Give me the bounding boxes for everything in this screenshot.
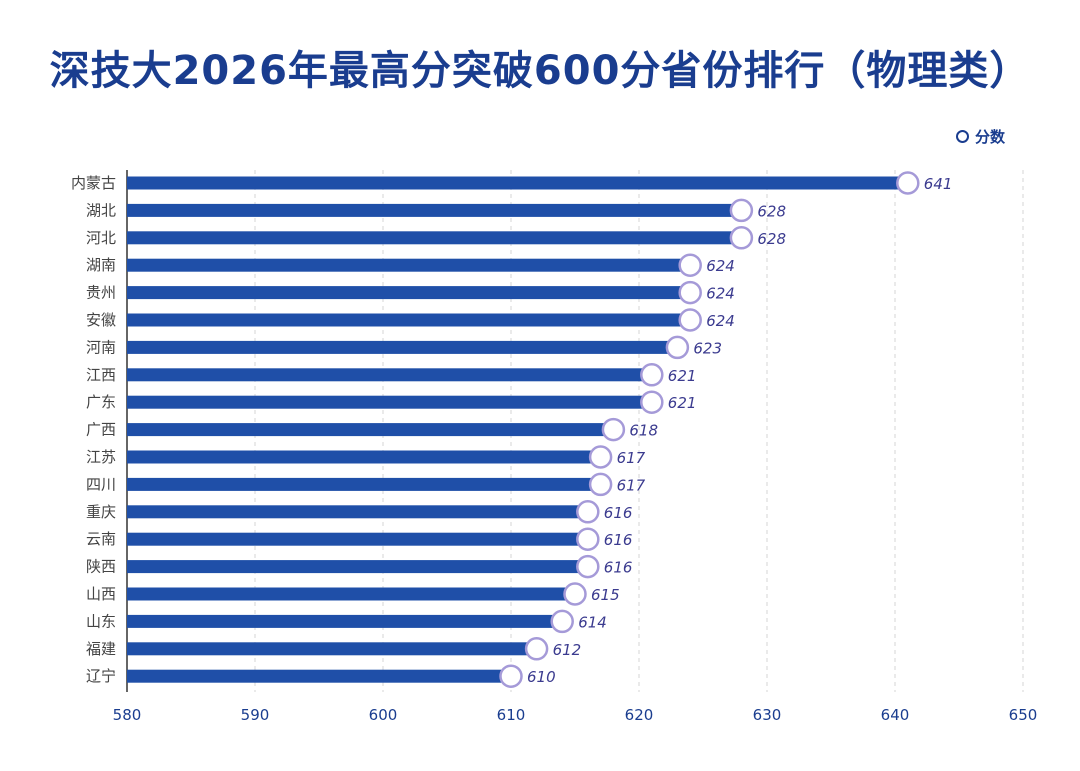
x-tick-label: 600: [369, 706, 398, 724]
x-tick-label: 580: [113, 706, 142, 724]
bar: [127, 477, 601, 491]
value-marker: [678, 253, 702, 277]
data-label: 621: [668, 367, 697, 385]
x-tick-label: 610: [497, 706, 526, 724]
category-label: 湖北: [86, 201, 116, 219]
bar: [127, 669, 511, 683]
value-marker: [729, 226, 754, 250]
bar: [127, 614, 563, 628]
category-label: 广西: [86, 421, 116, 439]
bar: [127, 368, 652, 382]
data-label: 617: [617, 449, 646, 467]
category-label: 湖南: [86, 256, 116, 274]
value-marker: [550, 609, 574, 634]
x-tick-label: 640: [881, 706, 910, 724]
data-label: 616: [604, 504, 633, 522]
x-tick-label: 620: [625, 706, 654, 724]
data-label: 612: [553, 641, 582, 659]
value-marker: [678, 308, 702, 332]
legend-label: 分数: [975, 128, 1006, 146]
data-label: 624: [706, 312, 735, 330]
category-label: 河北: [86, 229, 116, 247]
bar: [127, 231, 742, 245]
bar: [127, 176, 908, 190]
category-label: 江苏: [86, 448, 116, 466]
x-tick-label: 590: [241, 706, 270, 724]
category-label: 贵州: [86, 284, 116, 302]
category-label: 江西: [86, 366, 116, 384]
data-label: 623: [693, 339, 722, 357]
bar: [127, 532, 588, 546]
data-label: 616: [604, 531, 633, 549]
x-tick-label: 650: [1009, 706, 1038, 724]
data-label: 628: [757, 202, 786, 220]
category-label: 云南: [86, 530, 116, 548]
category-label: 福建: [86, 640, 116, 658]
data-label: 610: [527, 668, 556, 686]
chart-title: 深技大2026年最高分突破600分省份排行（物理类）: [49, 48, 1031, 94]
value-marker: [576, 527, 600, 551]
category-label: 山东: [86, 612, 116, 630]
bar: [127, 423, 614, 437]
data-label: 615: [591, 586, 620, 604]
x-tick-label: 630: [753, 706, 782, 724]
legend: 分数: [956, 126, 1005, 147]
bar: [127, 450, 601, 464]
category-label: 重庆: [86, 503, 116, 521]
bar: [127, 505, 588, 519]
bar: [127, 642, 537, 656]
data-label: 641: [924, 175, 953, 193]
bar: [127, 395, 652, 409]
bar: [127, 313, 691, 327]
category-label: 广东: [86, 393, 116, 411]
data-label: 624: [706, 285, 735, 303]
value-marker: [665, 335, 690, 360]
legend-marker-icon: [956, 130, 969, 143]
value-marker: [576, 554, 600, 579]
value-marker: [601, 417, 626, 442]
bar: [127, 587, 575, 601]
value-marker: [499, 664, 523, 688]
category-label: 陕西: [86, 558, 116, 576]
category-label: 内蒙古: [71, 174, 116, 192]
value-marker: [563, 582, 587, 606]
value-marker: [576, 500, 600, 524]
value-marker: [524, 637, 549, 661]
value-marker: [678, 280, 702, 305]
category-label: 安徽: [86, 311, 116, 329]
bar: [127, 258, 691, 272]
value-marker: [640, 363, 664, 387]
value-marker: [896, 171, 920, 195]
value-marker: [588, 472, 613, 497]
data-label: 614: [578, 613, 607, 631]
category-label: 四川: [86, 475, 116, 493]
category-label: 河南: [86, 338, 116, 356]
value-marker: [640, 390, 664, 414]
data-label: 621: [668, 394, 697, 412]
category-label: 山西: [86, 585, 116, 603]
data-label: 616: [604, 559, 633, 577]
bar: [127, 286, 691, 300]
data-label: 624: [706, 257, 735, 275]
bar: [127, 340, 678, 354]
value-marker: [729, 198, 754, 223]
bar: [127, 560, 588, 574]
data-label: 618: [629, 422, 658, 440]
category-label: 辽宁: [86, 667, 116, 685]
data-label: 628: [757, 230, 786, 248]
value-marker: [588, 445, 613, 469]
bar: [127, 203, 742, 217]
data-label: 617: [617, 476, 646, 494]
